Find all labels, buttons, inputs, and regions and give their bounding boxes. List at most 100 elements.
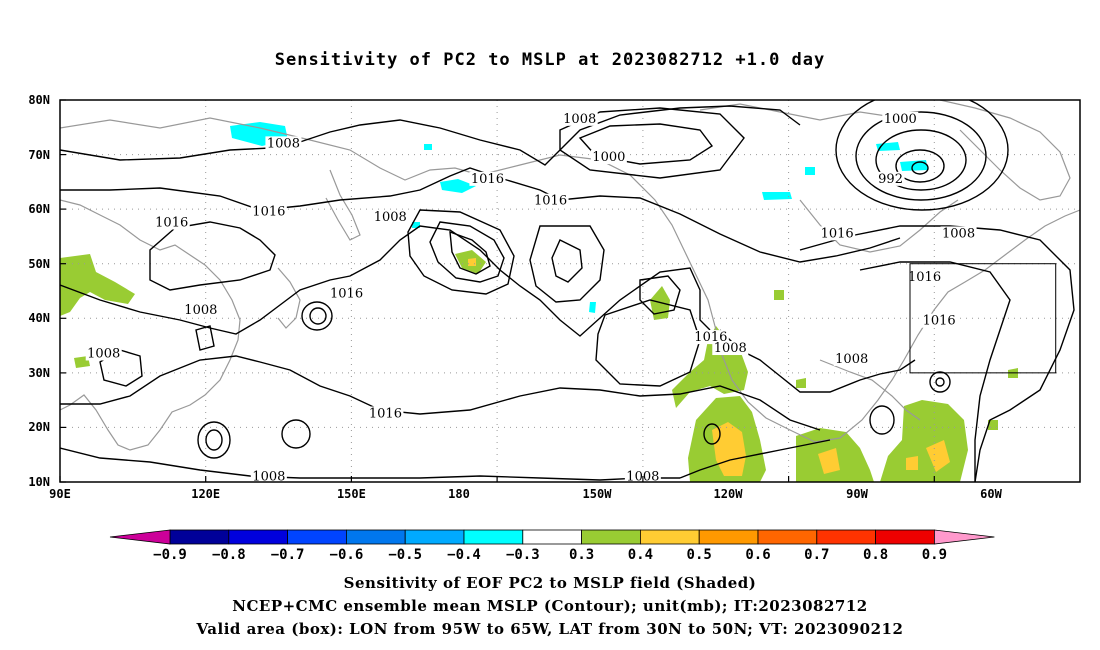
contour-line [835,100,1009,211]
contour-label: 1008 [563,112,596,127]
colorbar-label: 0.9 [922,547,947,563]
lat-label: 20N [28,420,50,434]
colorbar-swatch [816,529,876,545]
colorbar-label: −0.9 [153,547,187,563]
contour-label-bg [819,226,856,241]
shade-positive-patch [880,400,968,482]
contour-label-bg [250,469,287,484]
lat-label: 30N [28,366,50,380]
plot-frame [59,99,1081,483]
colorbar-label: −0.5 [388,547,422,563]
contour-labels: 1008 1008 1000 1000 992 1016 1016 1016 1016 1008 1… [85,111,977,484]
colorbar-label: −0.6 [330,547,364,563]
colorbar: −0.9 −0.8 −0.7 −0.6 −0.5 −0.4 −0.3 0.3 0.4 0.5 0.6… [109,529,995,563]
colorbar-swatch [581,529,641,545]
colorbar-swatch [345,529,406,545]
lon-label: 150W [583,487,613,501]
contour-label: 1008 [835,352,868,367]
contour-label: 1008 [87,346,120,361]
coastline-greenland [939,100,1071,201]
contour-line [859,261,1011,482]
lat-label: 80N [28,93,50,107]
contour-label: 1016 [155,216,188,231]
colorbar-swatch [169,529,230,545]
contour-line [855,111,987,201]
shade-negative-patch [805,167,815,175]
caption-line-1: Sensitivity of EOF PC2 to MSLP field (Sh… [343,574,757,592]
shade-negative-patch [589,302,596,313]
coastline-alaska [479,154,1080,443]
contour-label-bg [532,193,569,208]
lon-label: 120W [714,487,744,501]
colorbar-left-arrow [109,529,171,545]
contour-line [799,225,1075,482]
contour-label-bg [876,171,905,186]
contour-line [429,221,505,283]
contour-line [935,377,945,387]
colorbar-swatch [522,529,582,545]
colorbar-label: −0.7 [271,547,305,563]
contour-label: 1008 [252,469,285,484]
shade-positive-patch [796,378,806,388]
contour-label: 1016 [471,172,504,187]
lat-label: 50N [28,257,50,271]
coastline-japan [277,267,301,329]
contour-label-bg [833,351,870,366]
lon-label: 180 [448,487,470,501]
contour-label-bg [469,171,506,186]
contour-label-bg [590,150,627,165]
contour-line [407,209,515,295]
contour-line [719,329,916,393]
contour-label: 1016 [908,270,941,285]
colorbar-swatch [228,529,289,545]
shade-negative-patch [424,144,432,150]
contour-line [205,429,223,451]
colorbar-swatch [404,529,465,545]
contour-line [60,447,680,481]
contour-label-bg [328,286,365,301]
contour-label: 1016 [369,407,402,422]
contour-line [529,225,605,303]
contour-line [149,221,276,291]
contour-line [309,307,327,325]
contour-label: 1008 [942,226,975,241]
contour-line [195,325,215,351]
colorbar-swatch [640,529,700,545]
lat-label: 40N [28,311,50,325]
contour-label-bg [372,210,409,225]
shade-negative-patch [900,160,928,171]
contour-label: 1008 [714,341,747,356]
shade-negative-patch [412,222,420,228]
lat-label: 70N [28,148,50,162]
contour-line [60,105,801,166]
latitude-labels: 80N 70N 60N 50N 40N 30N 20N 10N [28,93,50,489]
contour-label-bg [882,111,919,126]
coastline-gulf [819,359,921,421]
contour-line [911,161,929,175]
contour-label-bg [265,136,302,151]
colorbar-swatch [875,529,935,545]
colorbar-label: 0.8 [863,547,888,563]
contour-label: 1016 [330,286,363,301]
colorbar-label: −0.4 [447,547,481,563]
colorbar-swatch [757,529,818,545]
shade-positive-patch [468,258,476,266]
axis-ticks [59,99,935,483]
contour-line [301,301,333,331]
contour-label: 1016 [821,226,854,241]
coastline-siberia [60,117,481,181]
caption-line-3: Valid area (box): LON from 95W to 65W, L… [196,620,904,638]
contour-line [639,275,681,315]
map-title: Sensitivity of PC2 to MSLP at 2023082712… [274,50,826,70]
shade-negative-patch [876,142,900,151]
contour-label: 1016 [923,314,956,329]
contour-line [281,419,311,449]
contour-label-bg [250,204,287,219]
lat-label: 60N [28,202,50,216]
contour-label-bg [182,302,219,317]
colorbar-label: 0.5 [687,547,712,563]
shade-negative-patch [762,192,792,200]
colorbar-label: 0.4 [628,547,653,563]
shade-positive-patch [60,254,135,316]
colorbar-label: −0.3 [506,547,540,563]
